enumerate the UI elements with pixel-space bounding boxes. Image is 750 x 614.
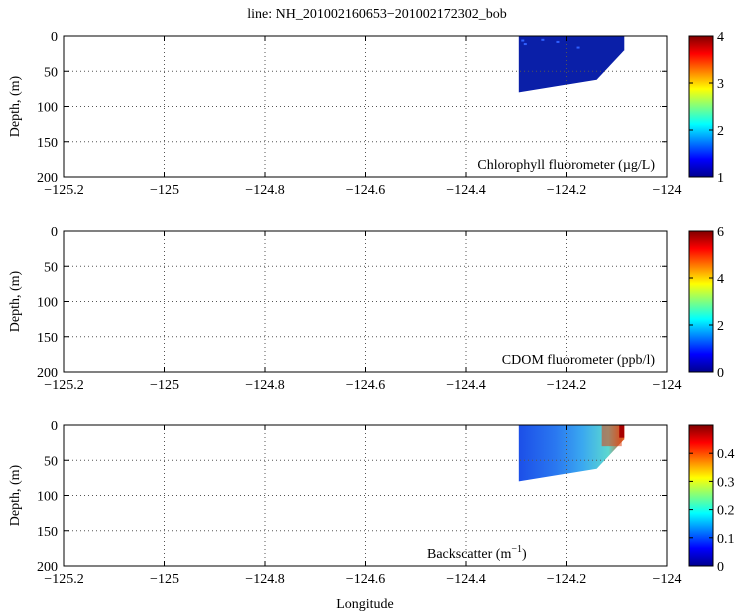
x-tick-label: −125	[150, 572, 179, 587]
x-tick-label: −124.4	[446, 572, 485, 587]
y-tick-label: 200	[37, 171, 58, 186]
x-tick-label: −124.2	[547, 572, 586, 587]
y-tick-label: 100	[37, 101, 58, 116]
x-tick-label: −124.4	[446, 183, 485, 198]
colorbar-tick-label: 0.3	[717, 475, 735, 490]
colorbar-tick-label: 4	[717, 30, 724, 45]
x-tick-label: −124.6	[346, 572, 385, 587]
data-speckle	[576, 46, 580, 49]
y-tick-label: 200	[37, 366, 58, 381]
high-value-zone	[601, 425, 622, 447]
x-tick-label: −124	[653, 572, 682, 587]
x-axis-label: Longitude	[336, 597, 394, 612]
data-speckle	[521, 39, 525, 42]
data-speckle	[556, 40, 560, 43]
panel-annotation: CDOM fluorometer (ppb/l)	[502, 353, 656, 368]
colorbar-tick-label: 0.4	[717, 447, 735, 462]
chlorophyll-panel: −125.2 −125 −124.8 −124.6 −124.4 −124.2 −124 0 5…	[8, 30, 724, 198]
x-tick-label: −125	[150, 183, 179, 198]
colorbar	[688, 424, 714, 567]
x-tick-label: −125	[150, 378, 179, 393]
colorbar-tick-label: 6	[717, 225, 724, 240]
colorbar-tick-label: 0.2	[717, 504, 735, 519]
colorbar-tick-label: 0	[717, 366, 724, 381]
y-axis-label: Depth, (m)	[8, 75, 23, 137]
y-tick-label: 150	[37, 136, 58, 151]
x-tick-label: −124.6	[346, 378, 385, 393]
y-tick-label: 100	[37, 490, 58, 505]
y-axis-label: Depth, (m)	[8, 464, 23, 526]
y-tick-label: 0	[51, 30, 58, 45]
x-tick-label: −124.2	[547, 183, 586, 198]
x-tick-label: −124.6	[346, 183, 385, 198]
x-tick-label: −124.8	[245, 572, 284, 587]
cdom-panel: −125.2 −125 −124.8 −124.6 −124.4 −124.2 −124 0 5…	[8, 225, 724, 393]
data-field	[518, 36, 625, 93]
colorbar	[688, 35, 714, 178]
panel-annotation: Backscatter (m−1)	[427, 544, 527, 562]
high-value-core	[619, 425, 625, 438]
x-tick-label: −124.2	[547, 378, 586, 393]
y-tick-label: 100	[37, 296, 58, 311]
x-tick-label: −125.2	[44, 183, 83, 198]
x-tick-label: −125.2	[44, 572, 83, 587]
x-tick-label: −124	[653, 378, 682, 393]
colorbar-tick-label: 4	[717, 272, 724, 287]
x-tick-label: −124.8	[245, 183, 284, 198]
colorbar-tick-label: 1	[717, 171, 724, 186]
y-tick-label: 0	[51, 419, 58, 434]
y-axis-label: Depth, (m)	[8, 270, 23, 332]
y-tick-label: 50	[44, 454, 58, 469]
x-tick-label: −124.8	[245, 378, 284, 393]
figure-title: line: NH_201002160653−201002172302_bob	[247, 7, 507, 22]
colorbar-tick-label: 2	[717, 319, 724, 334]
y-tick-label: 200	[37, 560, 58, 575]
colorbar-tick-label: 0.1	[717, 532, 735, 547]
backscatter-panel: −125.2 −125 −124.8 −124.6 −124.4 −124.2 −124 0 5…	[8, 419, 735, 587]
y-tick-label: 0	[51, 225, 58, 240]
x-tick-label: −124	[653, 183, 682, 198]
x-tick-label: −124.4	[446, 378, 485, 393]
colorbar	[688, 230, 714, 373]
y-tick-label: 50	[44, 260, 58, 275]
x-tick-label: −125.2	[44, 378, 83, 393]
y-tick-label: 50	[44, 65, 58, 80]
colorbar-tick-label: 2	[717, 124, 724, 139]
y-tick-label: 150	[37, 331, 58, 346]
data-speckle	[541, 38, 545, 41]
data-field	[518, 425, 625, 482]
panel-annotation: Chlorophyll fluorometer (µg/L)	[477, 158, 655, 173]
data-speckle	[523, 43, 527, 46]
y-tick-label: 150	[37, 525, 58, 540]
colorbar-tick-label: 0	[717, 560, 724, 575]
colorbar-tick-label: 3	[717, 77, 724, 92]
